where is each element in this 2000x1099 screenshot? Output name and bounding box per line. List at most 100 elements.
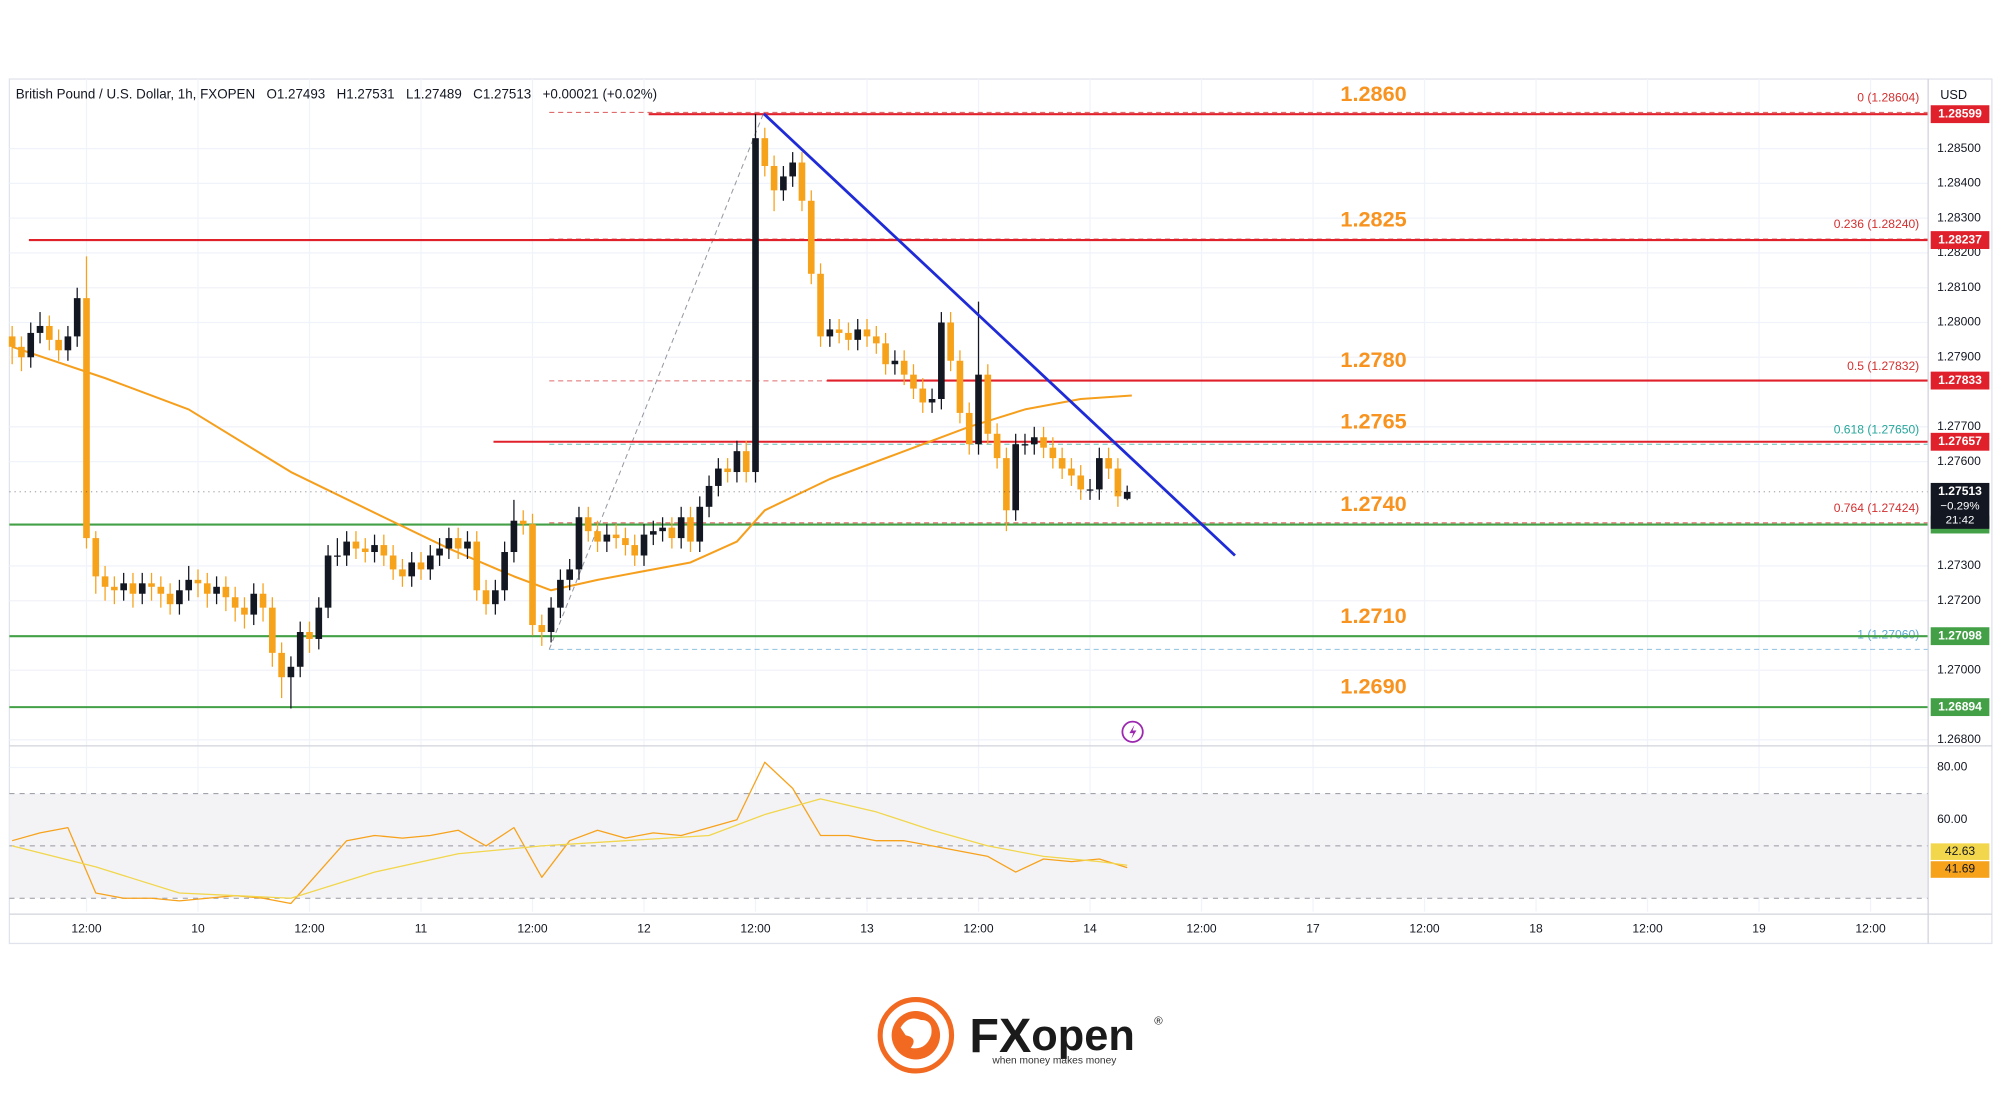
candle-body (900, 360, 908, 375)
candle-body (529, 524, 536, 626)
candle-body (724, 468, 731, 473)
candle-body (380, 545, 388, 556)
candle-body (891, 360, 899, 365)
level-label: 1.2690 (1340, 674, 1406, 699)
logo-registered: ® (1154, 1015, 1163, 1027)
candle-body (612, 534, 620, 539)
candle-body (965, 412, 973, 445)
logo-open: open (1031, 1013, 1135, 1061)
ohlc-value: 1.27493 (277, 86, 325, 101)
y-tick-label: 1.28400 (1937, 176, 1981, 190)
candle-body (854, 329, 862, 340)
fib-label: 1 (1.27060) (1857, 628, 1919, 642)
candle-body (668, 527, 676, 539)
y-tick-label: 1.26800 (1937, 732, 1981, 746)
level-price-label: 1.28599 (1938, 106, 1982, 120)
candle-body (343, 541, 350, 556)
candle-body (194, 579, 202, 584)
y-tick-label: 1.28100 (1937, 280, 1981, 294)
x-tick-label: 12:00 (1632, 922, 1663, 936)
candle-body (845, 332, 852, 340)
candle-body (278, 652, 285, 678)
candle-body (715, 468, 722, 486)
candle-body (510, 520, 518, 553)
axes: 12:00 10 12:00 11 12:00 12 12:00 13 12:00 14 12:00… (71, 105, 1990, 936)
fib-label: 0.618 (1.27650) (1834, 422, 1920, 436)
rsi-value-box (1930, 861, 1990, 878)
candle-body (984, 374, 992, 434)
current-price-box (1930, 482, 1990, 529)
candle-body (1086, 489, 1094, 491)
candle-body (27, 332, 35, 358)
y-tick-label: 1.27200 (1937, 593, 1981, 607)
candle-body (752, 138, 759, 473)
candle-body (501, 552, 508, 591)
candle-body (789, 162, 796, 177)
candle-body (185, 579, 193, 591)
candle-body (677, 517, 685, 539)
candle-body (1030, 437, 1038, 445)
level-price-box (1930, 627, 1990, 646)
candle-body (640, 534, 648, 556)
level-label: 1.2825 (1340, 207, 1406, 232)
candle-body (928, 398, 936, 403)
candle-body (445, 538, 453, 549)
candle-body (1123, 491, 1131, 499)
current-price: 1.27513 (1938, 484, 1982, 498)
fib-label: 0.5 (1.27832) (1847, 359, 1919, 373)
ohlc-value: 1.27489 (413, 86, 461, 101)
y-tick-label: 1.27900 (1937, 349, 1981, 363)
candle-body (919, 388, 927, 403)
rsi-value-box (1930, 843, 1990, 860)
fib-label: 0.236 (1.28240) (1834, 217, 1920, 231)
candle-body (222, 586, 230, 598)
candle-body (55, 339, 62, 351)
x-tick-label: 12:00 (517, 922, 548, 936)
candle-body (464, 541, 471, 549)
x-tick-label: 13 (860, 922, 874, 936)
candle-body (324, 555, 332, 608)
candle-body (603, 534, 611, 542)
candle-body (1096, 458, 1103, 490)
candle-body (138, 583, 146, 594)
candle-body (947, 322, 954, 361)
candle-body (687, 517, 694, 542)
candle-body (250, 593, 258, 615)
level-price-box (1930, 698, 1990, 717)
candle-body (742, 451, 750, 473)
alert-icon[interactable] (1121, 720, 1144, 743)
candle-body (111, 586, 118, 591)
candle-body (1114, 468, 1122, 497)
candle-body (622, 538, 629, 546)
logo-tagline: when money makes money (991, 1055, 1117, 1066)
candle-body (306, 632, 313, 639)
level-label: 1.2710 (1340, 603, 1406, 628)
candle-body (1068, 468, 1075, 476)
candle-body (176, 590, 183, 605)
candle-body (46, 325, 53, 340)
alert-bolt (1129, 724, 1137, 739)
candle-body (83, 298, 90, 539)
ohlc-prefix: C (473, 86, 483, 101)
candle-body (352, 541, 360, 549)
candle-body (705, 485, 713, 507)
candle-body (696, 506, 704, 542)
candle-body (975, 374, 982, 445)
candle-body (436, 548, 443, 556)
logo-fx: FX (969, 1009, 1031, 1063)
candle-body (780, 176, 787, 191)
candle-body (1049, 447, 1057, 459)
candle-body (473, 541, 481, 591)
rsi-value-label: 41.69 (1945, 862, 1976, 876)
level-price-label: 1.27833 (1938, 373, 1982, 387)
candle-body (826, 329, 834, 337)
candle-body (203, 583, 211, 594)
candle-body (408, 562, 416, 577)
candle-body (213, 586, 220, 594)
x-tick-label: 18 (1529, 922, 1543, 936)
candle-body (241, 607, 248, 615)
level-price-box (1930, 371, 1990, 390)
candle-body (594, 531, 601, 542)
x-tick-label: 12:00 (71, 922, 102, 936)
